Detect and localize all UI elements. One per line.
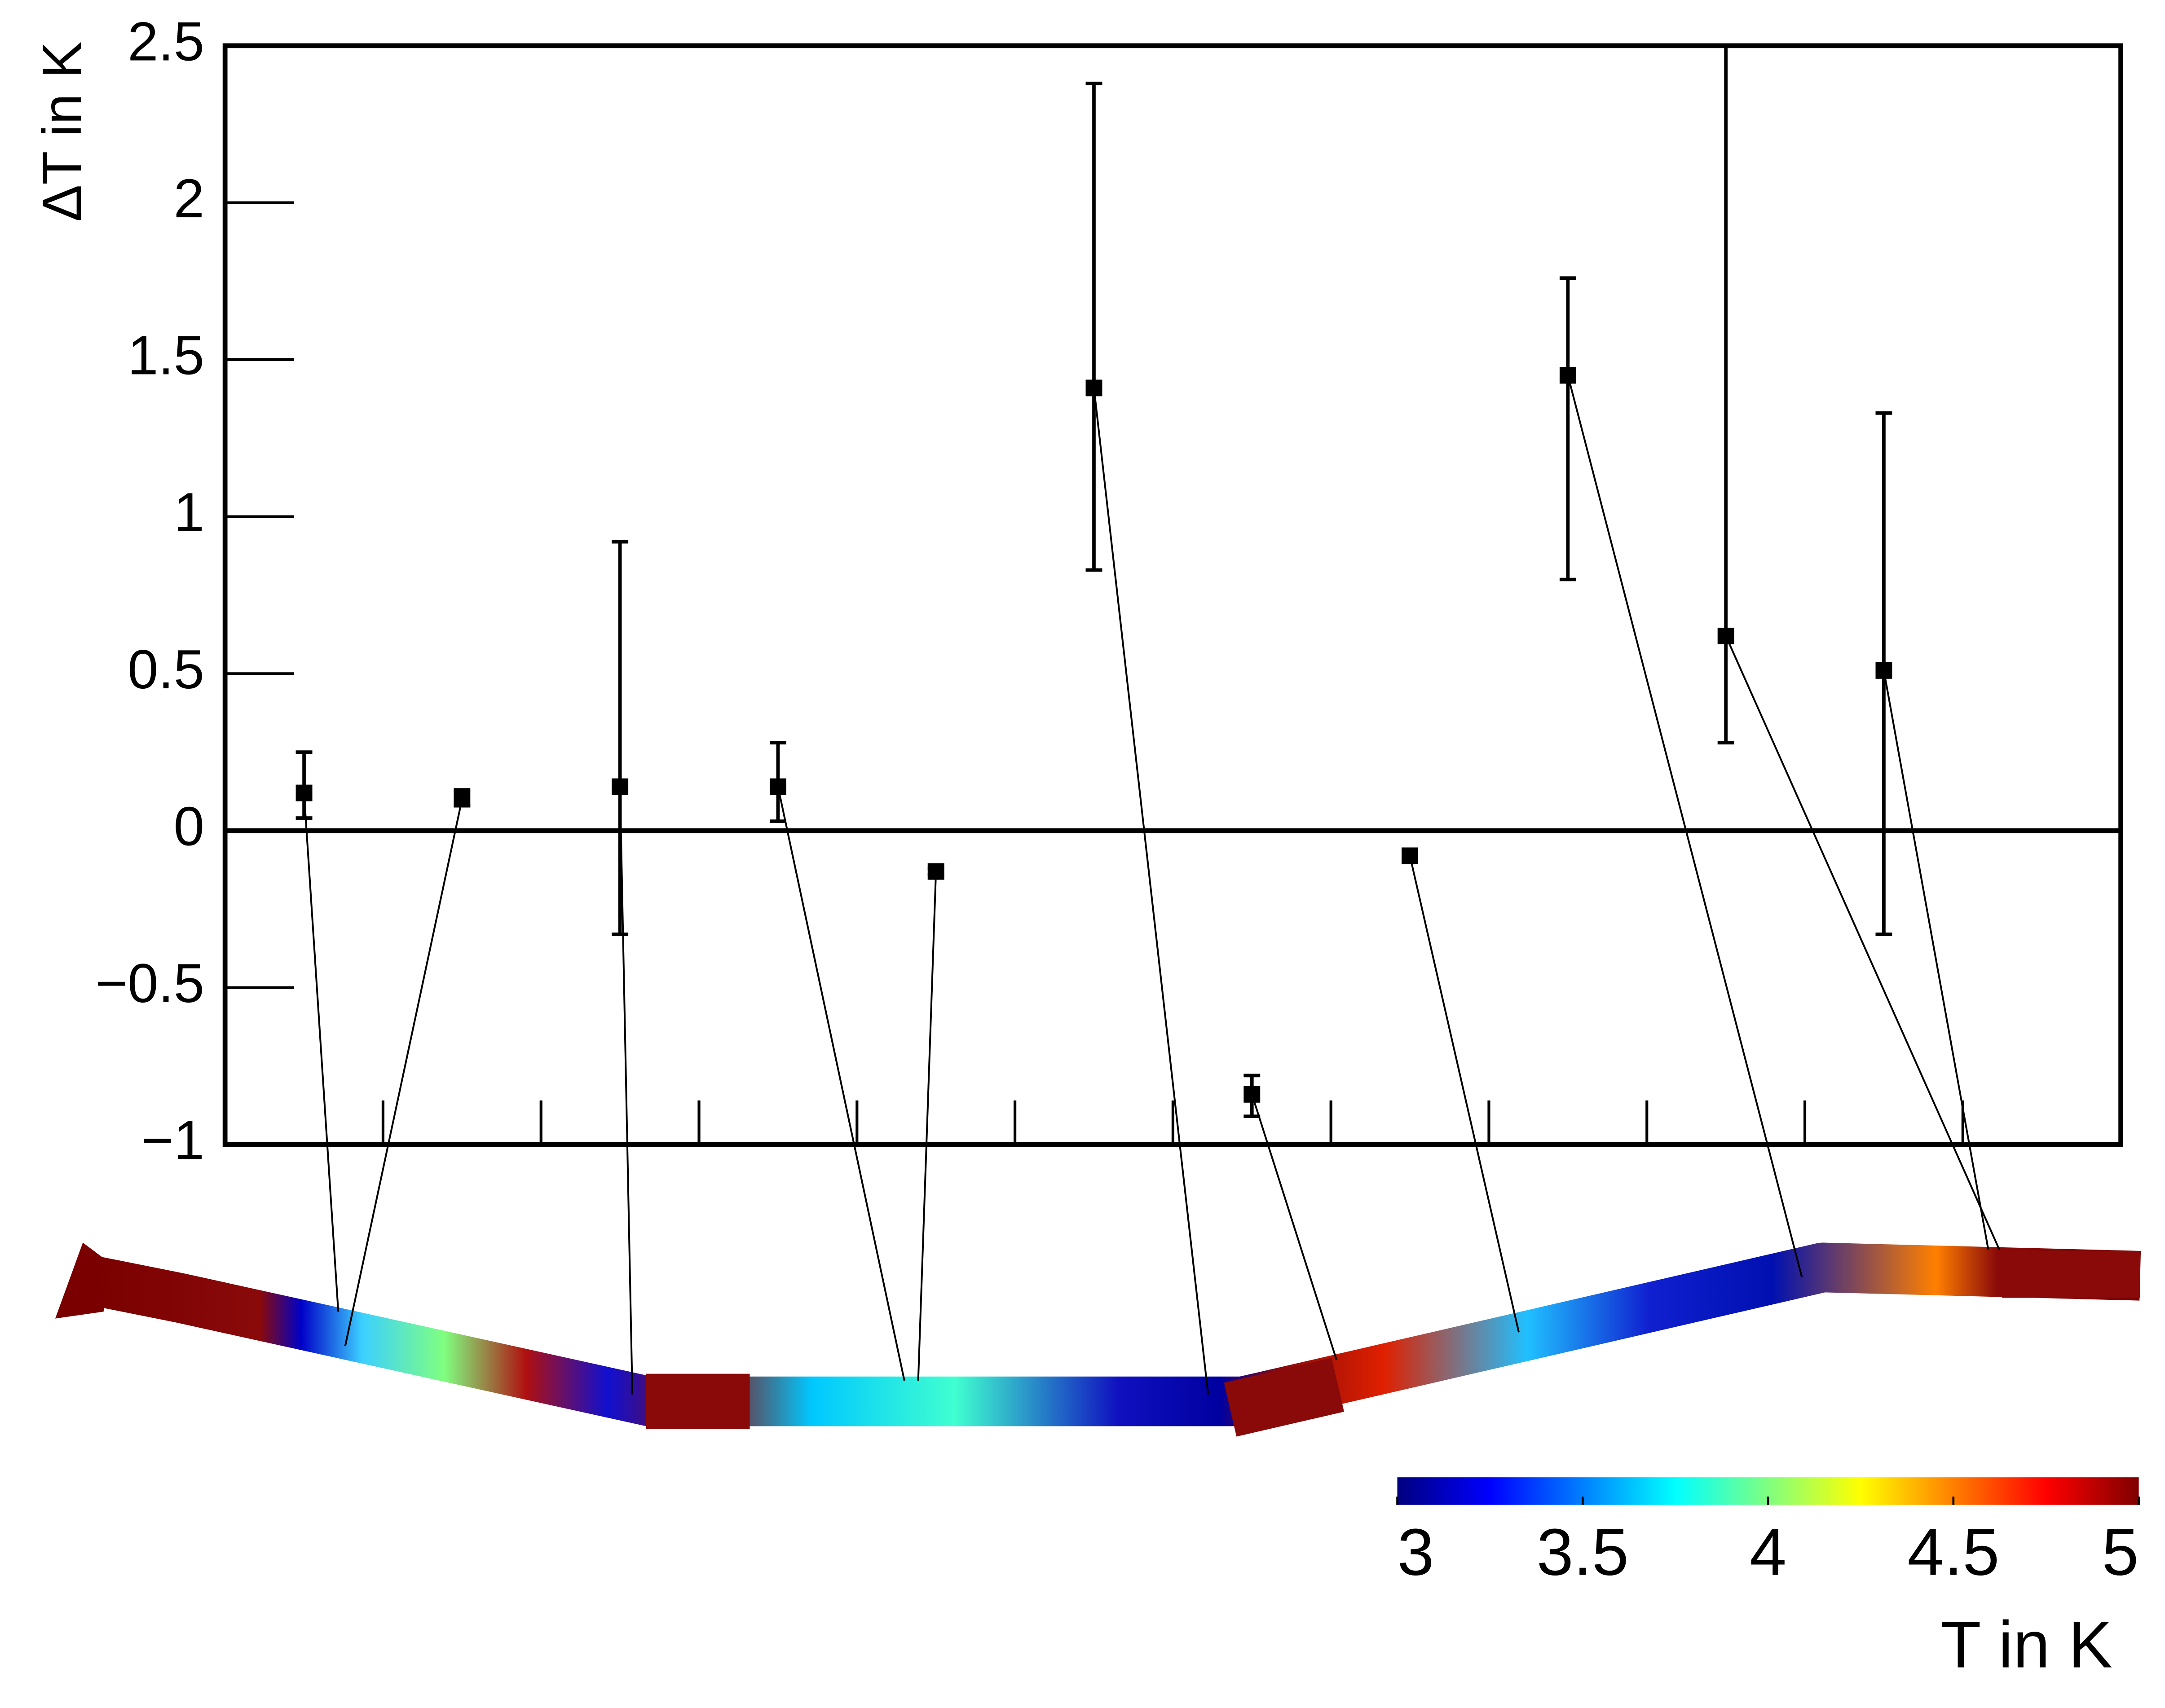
connector	[344, 799, 463, 1347]
y-axis-label: ΔT in K	[31, 42, 93, 222]
pipe-body	[92, 1242, 2141, 1426]
colorbar-tick-label: 3	[1398, 1515, 1434, 1589]
y-tick-label: 1	[174, 482, 204, 543]
connector	[1883, 670, 1989, 1250]
data-point	[1402, 847, 1419, 864]
pipe-bellows	[1224, 1358, 1345, 1437]
connector	[1409, 855, 1520, 1333]
connector	[1093, 387, 1209, 1395]
y-tick-label: 0	[174, 796, 204, 857]
connectors	[303, 375, 2000, 1395]
y-tick-label: 0.5	[128, 639, 204, 700]
data-point	[769, 778, 786, 795]
y-tick-label: −1	[141, 1110, 204, 1171]
y-tick-label: 2	[174, 168, 204, 229]
colorbar-tick-label: 4	[1750, 1515, 1786, 1589]
connector	[1251, 1094, 1338, 1360]
data-point	[454, 791, 471, 808]
connector	[303, 792, 340, 1312]
connector	[777, 786, 905, 1381]
connector	[619, 787, 634, 1395]
pipe-bellows	[646, 1373, 750, 1429]
pipe-end	[2002, 1250, 2140, 1298]
colorbar-tick-label: 4.5	[1907, 1515, 1999, 1589]
data-point	[612, 778, 629, 795]
data-point	[1559, 367, 1576, 384]
connector	[1567, 375, 1803, 1277]
y-tick-label: 1.5	[128, 325, 204, 387]
data-point	[1085, 379, 1102, 396]
connector	[917, 871, 937, 1381]
data-point	[927, 863, 944, 880]
data-point	[295, 784, 313, 801]
pipe-model	[55, 1242, 2141, 1437]
error-bars	[295, 45, 1892, 1118]
colorbar-tick-label: 3.5	[1537, 1515, 1629, 1589]
y-tick-label: 2.5	[128, 11, 204, 72]
colorbar-label: T in K	[1940, 1608, 2112, 1682]
colorbar-tick-label: 5	[2102, 1515, 2139, 1589]
data-point	[1875, 662, 1892, 679]
data-point	[1717, 627, 1734, 644]
y-tick-label: −0.5	[95, 953, 204, 1014]
connector	[1725, 635, 2000, 1250]
plot-frame	[222, 43, 2123, 1147]
data-point	[1243, 1086, 1261, 1103]
